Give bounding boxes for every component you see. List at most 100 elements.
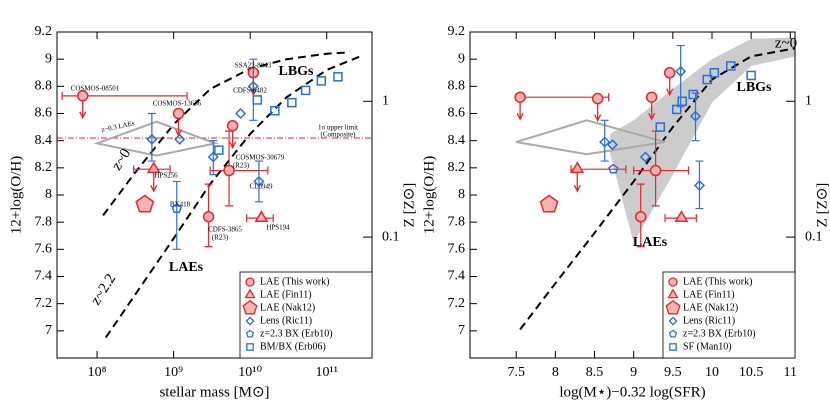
point: [608, 163, 619, 174]
x-tick-label: 10.5: [739, 365, 764, 380]
y-error-bar: [600, 119, 609, 162]
annotation: z~0: [775, 35, 797, 51]
x-tick-label: 10¹⁰: [238, 365, 262, 380]
point: [316, 76, 327, 86]
annotation: HPS194: [266, 224, 290, 232]
point: [726, 61, 736, 71]
point: [146, 133, 158, 145]
annotation: LAEs: [633, 235, 668, 250]
y-tick-label: 8.4: [35, 133, 53, 148]
legend-swatch: [242, 299, 258, 315]
x-tick-label: 9: [630, 365, 637, 380]
legend-swatch: [245, 277, 255, 287]
legend-label: LAE (This work): [260, 276, 329, 287]
y-tick-label: 8.8: [448, 79, 466, 94]
point: [709, 68, 720, 78]
x-tick-label: 10⁸: [88, 365, 107, 380]
legend-swatch: [246, 343, 254, 351]
point: [702, 74, 713, 85]
y2-tick-label: 1: [805, 93, 812, 108]
point: [570, 161, 585, 174]
point: [223, 164, 235, 177]
point: [693, 179, 706, 192]
y-tick-label: 8.6: [448, 106, 466, 121]
composite-diamond: [93, 120, 219, 157]
point: [674, 210, 689, 223]
y-tick-label: 7.4: [448, 269, 466, 284]
y-tick-label: 8.2: [35, 160, 53, 175]
y-tick-label: 8.8: [35, 79, 53, 94]
annotation: (Composite): [321, 131, 357, 139]
y-axis-label: 12+log(O/H): [421, 156, 437, 234]
annotation: (R23): [212, 234, 229, 242]
y2-axis-label: Z [Z⊙]: [814, 183, 830, 228]
point: [655, 122, 666, 132]
point: [675, 65, 687, 77]
legend-swatch: [668, 277, 678, 287]
legend-swatch: [665, 299, 681, 315]
legend-swatch: [667, 288, 679, 299]
point: [663, 67, 676, 79]
y-tick-label: 7.6: [448, 242, 466, 257]
annotation: BX418: [170, 201, 191, 209]
point: [300, 85, 311, 96]
y2-axis-label: Z [Z⊙]: [401, 183, 417, 228]
y-tick-label: 9.2: [35, 24, 53, 39]
annotation: CL0949: [250, 183, 273, 191]
annotation: COSMOS-13636: [153, 100, 202, 108]
point: [235, 107, 247, 120]
y-error-bar: [147, 112, 156, 162]
x-tick-label: 8.5: [586, 365, 604, 380]
annotation: HPS256: [154, 172, 178, 180]
point: [172, 107, 185, 120]
y-error-bar: [209, 140, 218, 176]
legend-box: [239, 271, 373, 359]
legend-label: LAE (Fin11): [683, 289, 735, 300]
point: [677, 96, 687, 107]
x-tick-label: 10¹¹: [316, 365, 338, 380]
y-tick-label: 7: [458, 323, 465, 338]
point: [174, 133, 186, 145]
y-axis-label: 12+log(O/H): [8, 156, 24, 234]
point: [645, 91, 658, 103]
point: [254, 210, 269, 223]
x-tick-label: 9.5: [664, 365, 682, 380]
legend-swatch: [244, 288, 256, 299]
y-tick-label: 8.6: [35, 106, 53, 121]
annotation: COSMOS-08501: [71, 85, 120, 93]
annotation: SSA22-8043: [235, 62, 272, 70]
point: [146, 161, 161, 174]
relation-curve: [104, 54, 364, 339]
legend-label: z=2.3 BX (Erb10): [260, 328, 333, 339]
legend-label: LAE (This work): [683, 276, 752, 287]
fit-band: [610, 37, 795, 243]
x-tick-label: 10⁹: [164, 365, 183, 380]
point: [639, 151, 651, 163]
legend-label: z=2.3 BX (Erb10): [683, 328, 756, 339]
legend-swatch: [668, 316, 678, 326]
x-tick-label: 8: [552, 365, 559, 380]
annotation: z~2.2: [88, 271, 119, 308]
y-tick-label: 7.4: [35, 269, 53, 284]
point: [270, 106, 280, 116]
y-tick-label: 7.8: [35, 214, 53, 229]
x-axis-label: stellar mass [M⊙]: [159, 384, 269, 400]
legend-label: Lens (Ric11): [683, 315, 735, 326]
legend-label: Lens (Ric11): [260, 315, 312, 326]
y-error-bar: [695, 160, 704, 210]
composite-diamond: [515, 119, 666, 156]
point: [649, 164, 662, 177]
legend-swatch: [245, 329, 255, 338]
y-tick-label: 7.8: [448, 214, 466, 229]
y-error-bar: [691, 92, 700, 142]
point: [591, 92, 604, 105]
point: [689, 110, 702, 122]
point: [333, 72, 343, 82]
y-tick-label: 9.2: [448, 24, 466, 39]
x-tick-label: 7.5: [507, 365, 525, 380]
point: [634, 210, 647, 223]
legend-label: SF (Man10): [683, 341, 732, 352]
annotation: COSMOS-30679: [236, 154, 285, 162]
point: [202, 210, 215, 223]
legend-label: LAE (Nak12): [683, 302, 738, 313]
